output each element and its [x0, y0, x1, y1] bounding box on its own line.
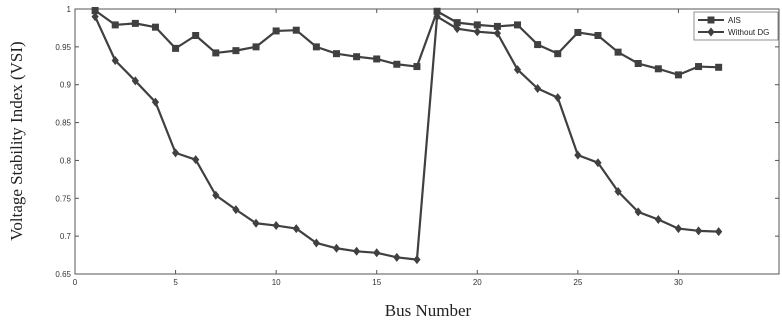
data-point-ais: [453, 19, 461, 27]
data-point-ais: [151, 23, 159, 31]
y-tick-label: 0.75: [55, 194, 71, 203]
x-axis-title: Bus Number: [385, 301, 472, 320]
data-point-ais: [332, 50, 340, 58]
data-point-ais: [654, 65, 662, 73]
data-point-ais: [534, 41, 542, 49]
data-point-ais: [554, 50, 562, 58]
y-axis-ticks: 0.65 0.7 0.75 0.8 0.85 0.9 0.95 1: [55, 5, 779, 279]
series-ais: [91, 7, 723, 79]
data-point-ais: [393, 60, 401, 68]
y-tick-label: 0.85: [55, 119, 71, 128]
data-point-without-dg: [694, 226, 703, 236]
y-tick-label: 0.8: [60, 156, 72, 165]
data-point-ais: [111, 21, 119, 29]
data-point-without-dg: [171, 148, 180, 158]
data-point-ais: [353, 53, 361, 61]
x-tick-label: 5: [173, 278, 178, 287]
data-point-ais: [493, 22, 501, 30]
data-point-ais: [232, 47, 240, 55]
data-point-without-dg: [131, 76, 139, 86]
data-point-without-dg: [513, 65, 522, 75]
data-point-ais: [614, 48, 622, 56]
series-without-dg: [91, 12, 723, 265]
data-point-without-dg: [252, 218, 260, 228]
data-point-without-dg: [91, 12, 99, 22]
data-point-ais: [131, 19, 139, 27]
data-point-without-dg: [292, 224, 300, 234]
data-point-without-dg: [393, 252, 401, 262]
y-axis-title: Voltage Stability Index (VSI): [7, 41, 26, 240]
data-point-ais: [312, 43, 320, 51]
data-point-without-dg: [493, 28, 501, 38]
legend-label-without-dg: Without DG: [728, 28, 769, 37]
legend-label-ais: AIS: [728, 16, 741, 25]
data-point-without-dg: [534, 84, 542, 93]
x-tick-label: 15: [372, 278, 381, 287]
data-point-without-dg: [332, 243, 341, 253]
series-layer: [91, 7, 723, 265]
data-point-without-dg: [433, 12, 441, 22]
data-point-without-dg: [674, 224, 683, 234]
data-point-ais: [252, 43, 260, 51]
data-point-without-dg: [232, 205, 240, 215]
data-point-ais: [212, 49, 220, 57]
legend-marker-ais: [707, 16, 715, 24]
x-tick-label: 25: [573, 278, 582, 287]
data-point-without-dg: [192, 155, 200, 165]
data-point-ais: [594, 32, 602, 39]
data-point-ais: [292, 26, 300, 34]
legend: AIS Without DG: [693, 11, 779, 41]
legend-marker-without-dg: [707, 27, 715, 37]
data-point-ais: [514, 21, 522, 29]
x-tick-label: 10: [272, 278, 281, 287]
data-point-without-dg: [272, 221, 280, 231]
data-point-without-dg: [373, 248, 381, 258]
data-point-ais: [413, 63, 421, 71]
data-point-without-dg: [554, 93, 562, 103]
x-tick-label: 30: [674, 278, 683, 287]
data-point-without-dg: [594, 158, 602, 168]
data-point-ais: [373, 55, 381, 63]
data-point-ais: [473, 21, 481, 29]
data-point-ais: [674, 71, 682, 79]
data-point-without-dg: [715, 227, 723, 237]
data-point-ais: [715, 63, 723, 71]
data-point-without-dg: [614, 186, 622, 196]
y-tick-label: 0.9: [60, 81, 72, 90]
y-tick-label: 0.95: [55, 43, 71, 52]
series-line-without-dg: [94, 15, 719, 261]
y-tick-label: 0.65: [55, 270, 71, 279]
data-point-ais: [91, 7, 99, 15]
data-point-ais: [172, 44, 180, 52]
data-point-without-dg: [212, 190, 220, 200]
x-axis-ticks: 0 5 10 15 20 25 30: [73, 9, 683, 287]
data-point-ais: [634, 60, 642, 68]
data-point-without-dg: [413, 255, 421, 265]
data-point-without-dg: [151, 97, 160, 107]
data-point-ais: [192, 32, 200, 39]
data-point-without-dg: [312, 238, 320, 248]
data-point-without-dg: [574, 150, 582, 160]
data-point-ais: [272, 27, 280, 35]
data-point-without-dg: [654, 214, 662, 224]
data-point-without-dg: [111, 55, 119, 65]
y-tick-label: 1: [67, 5, 72, 14]
data-point-without-dg: [473, 27, 481, 37]
data-point-ais: [695, 63, 703, 71]
data-point-ais: [433, 7, 441, 15]
data-point-without-dg: [453, 24, 461, 34]
y-tick-label: 0.7: [60, 232, 72, 241]
x-tick-label: 20: [473, 278, 482, 287]
data-point-without-dg: [634, 207, 642, 217]
x-tick-label: 0: [73, 278, 78, 287]
data-point-without-dg: [353, 246, 361, 256]
data-point-ais: [574, 28, 582, 36]
